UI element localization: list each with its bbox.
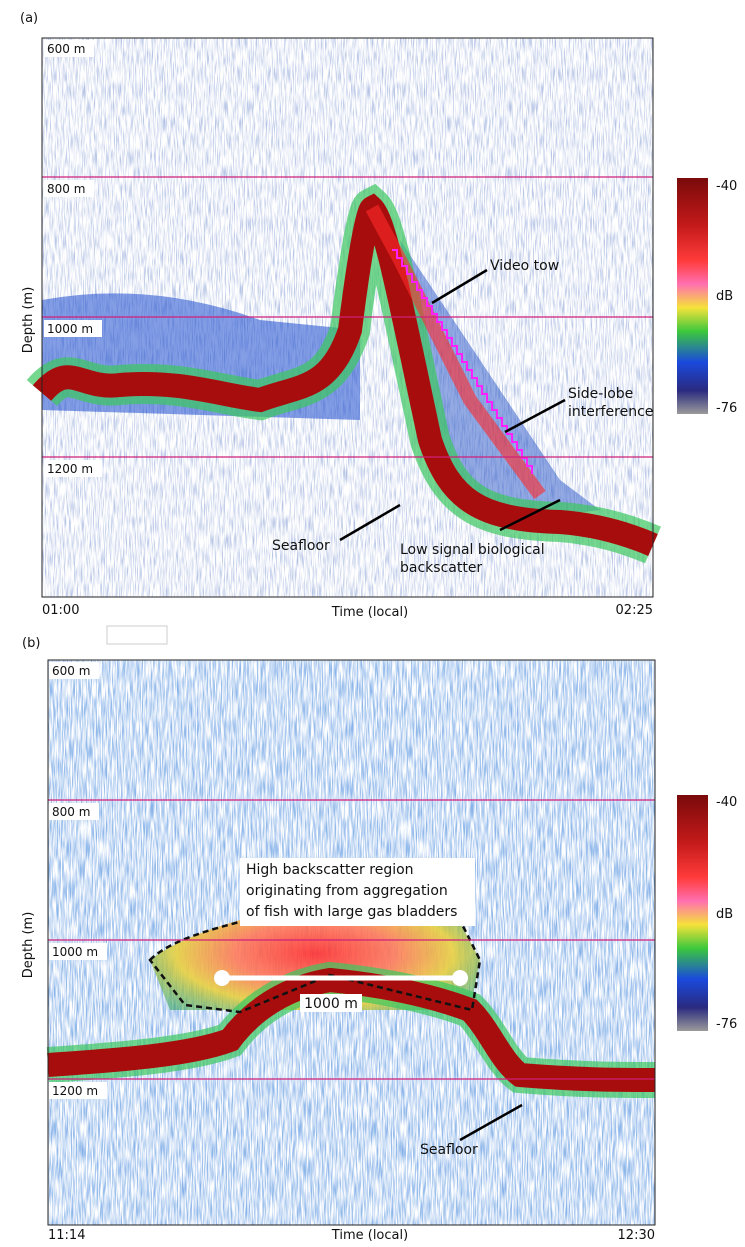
arrow	[499, 498, 561, 532]
scale-end	[452, 970, 468, 986]
label-box	[44, 320, 102, 337]
depth-labels: 600 m 800 m 1000 m 1200 m	[49, 662, 107, 1099]
depth-lines	[48, 799, 655, 1080]
label-box	[49, 662, 99, 679]
label-box	[44, 180, 94, 197]
video-tow	[392, 249, 533, 474]
annotation: Seafloor	[420, 1142, 478, 1158]
colorbar-unit: dB	[716, 907, 733, 922]
y-title: Depth (m)	[21, 287, 36, 354]
colorbar-min: -76	[716, 401, 737, 416]
plot-frame	[47, 659, 656, 1226]
arrow	[431, 268, 488, 305]
annotation: Seafloor	[272, 538, 330, 554]
depth-label: 1000 m	[47, 322, 93, 336]
depth-lines	[42, 176, 653, 458]
depth-label: 1200 m	[47, 462, 93, 476]
sidelobe	[365, 204, 546, 500]
annotation: Low signal biological	[400, 542, 545, 558]
arrow	[459, 1103, 523, 1142]
x-end: 12:30	[618, 1228, 655, 1243]
label-box	[49, 943, 107, 960]
depth-label: 800 m	[52, 805, 90, 819]
panel-label: (b)	[22, 636, 40, 651]
arrows	[339, 268, 566, 542]
annotation: backscatter	[400, 560, 482, 576]
y-title: Depth (m)	[21, 912, 36, 979]
arrow	[504, 398, 566, 434]
blank-box	[106, 625, 168, 645]
panel-label: (a)	[20, 11, 38, 26]
label-box	[44, 460, 102, 477]
annotation: originating from aggregation	[246, 883, 448, 899]
x-end: 02:25	[616, 603, 653, 618]
depth-label: 1200 m	[52, 1084, 98, 1098]
label-box	[44, 40, 94, 57]
depth-label: 800 m	[47, 182, 85, 196]
depth-label: 1000 m	[52, 945, 98, 959]
annotation: interference	[568, 404, 653, 420]
arrow	[339, 503, 401, 542]
colorbar	[677, 178, 708, 414]
scale-end	[214, 970, 230, 986]
colorbar-unit: dB	[716, 289, 733, 304]
annotation: Side-lobe	[568, 386, 633, 402]
depth-label: 600 m	[47, 42, 85, 56]
x-start: 01:00	[42, 603, 79, 618]
seafloor	[32, 193, 658, 557]
depth-label: 600 m	[52, 664, 90, 678]
annotation: Video tow	[490, 258, 559, 274]
plot-frame	[41, 37, 654, 598]
annotation-box	[240, 858, 475, 926]
x-title: Time (local)	[331, 1228, 408, 1243]
label-box	[49, 1082, 107, 1099]
annotation: High backscatter region	[246, 862, 414, 878]
colorbar-max: -40	[716, 795, 737, 810]
label-box	[49, 803, 99, 820]
colorbar	[677, 795, 708, 1031]
colorbar-min: -76	[716, 1017, 737, 1032]
depth-labels: 600 m 800 m 1000 m 1200 m	[44, 40, 102, 477]
x-start: 11:14	[48, 1228, 85, 1243]
colorbar-max: -40	[716, 179, 737, 194]
x-title: Time (local)	[331, 605, 408, 620]
label-box	[300, 994, 362, 1012]
annotation: of fish with large gas bladders	[246, 904, 457, 920]
annotation: 1000 m	[304, 996, 358, 1012]
